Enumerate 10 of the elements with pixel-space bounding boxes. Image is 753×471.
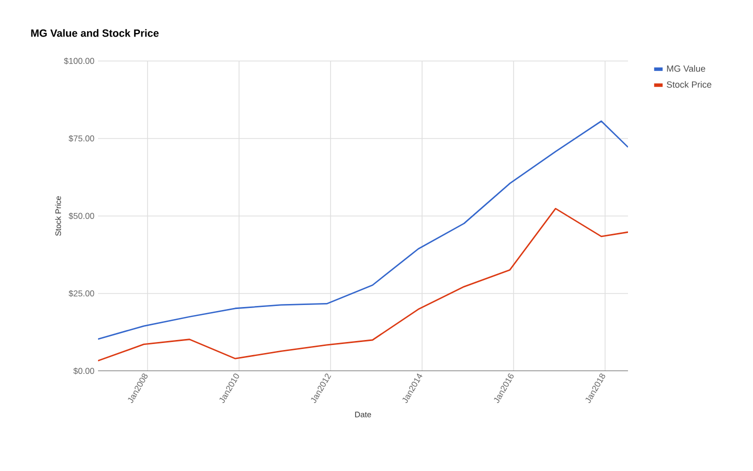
y-tick-label: $0.00	[73, 368, 94, 374]
y-tick-label: $100.00	[64, 58, 94, 64]
y-tick-label: $75.00	[68, 135, 94, 142]
legend-label: Stock Price	[666, 81, 712, 88]
chart-title: MG Value and Stock Price	[31, 29, 159, 37]
legend-label: MG Value	[667, 65, 706, 72]
line-series	[98, 120, 628, 340]
y-tick-label: $25.00	[68, 290, 94, 297]
line-series	[98, 208, 628, 362]
y-tick-label: $50.00	[68, 212, 94, 220]
